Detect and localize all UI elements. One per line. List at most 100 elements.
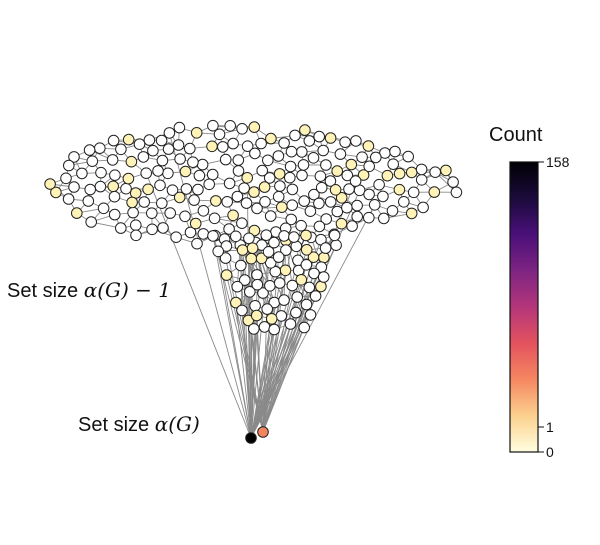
- graph-node: [280, 244, 292, 256]
- graph-node: [106, 154, 119, 166]
- graph-node: [120, 182, 132, 195]
- graph-node: [313, 220, 326, 233]
- graph-node: [107, 134, 120, 147]
- graph-node: [207, 119, 219, 132]
- edge: [145, 173, 252, 439]
- graph-node: [162, 143, 175, 155]
- graph-node: [286, 199, 299, 211]
- graph-node: [107, 180, 119, 193]
- graph-node: [236, 217, 248, 229]
- graph-node: [170, 231, 182, 243]
- graph-node: [295, 219, 307, 232]
- graph-nodes: [44, 119, 463, 444]
- graph-node: [179, 210, 191, 223]
- graph-node: [362, 140, 375, 152]
- graph-node: [174, 153, 186, 165]
- graph-node: [286, 279, 299, 292]
- edge: [217, 251, 252, 439]
- graph-node: [363, 188, 375, 201]
- graph-node: [173, 121, 186, 134]
- graph-node: [278, 294, 290, 306]
- graph-node: [269, 265, 282, 278]
- graph-node: [231, 190, 244, 203]
- edge: [262, 285, 293, 433]
- graph-node: [240, 197, 253, 209]
- graph-node: [84, 183, 96, 196]
- graph-node: [368, 199, 381, 211]
- graph-node: [278, 137, 290, 149]
- graph-node: [115, 143, 127, 156]
- graph-node: [393, 167, 406, 180]
- graph-node: [284, 171, 296, 184]
- graph-node: [140, 167, 152, 179]
- colorbar: [509, 161, 544, 453]
- graph-node: [248, 186, 260, 198]
- graph-node: [248, 224, 261, 237]
- edge: [262, 327, 305, 433]
- graph-node: [236, 123, 248, 135]
- graph-node: [285, 145, 298, 158]
- graph-node: [320, 159, 332, 171]
- graph-node: [179, 165, 192, 178]
- graph-node: [428, 186, 441, 198]
- graph-node: [278, 230, 290, 242]
- graph-node: [335, 217, 348, 230]
- graph-node: [320, 213, 333, 225]
- graph-node: [324, 175, 337, 187]
- graph-node: [94, 180, 107, 193]
- graph-node: [223, 223, 235, 235]
- graph-node: [62, 193, 75, 205]
- graph-node: [127, 206, 139, 219]
- colorbar-label-max: 158: [546, 154, 570, 170]
- graph-node: [60, 172, 72, 185]
- graph-node: [206, 168, 219, 181]
- graph-node: [172, 139, 185, 151]
- graph-node: [154, 179, 166, 192]
- graph-node: [230, 296, 242, 309]
- graph-node: [203, 178, 215, 191]
- graph-node: [184, 142, 196, 155]
- graph-node: [284, 160, 297, 173]
- graph-node: [450, 186, 463, 199]
- graph-node: [197, 228, 210, 240]
- graph-node: [76, 167, 88, 180]
- graph-node: [227, 209, 239, 222]
- edge: [235, 302, 252, 439]
- graph-node: [63, 159, 75, 172]
- graph-node: [146, 223, 158, 236]
- graph-node: [304, 309, 317, 321]
- graph-node: [157, 222, 169, 234]
- graph-node: [295, 274, 308, 286]
- graph-node: [147, 144, 159, 157]
- graph-node: [133, 138, 146, 150]
- graph-node: [335, 192, 348, 204]
- graph-node: [351, 199, 363, 212]
- graph-node: [255, 252, 268, 265]
- graph-node: [273, 168, 286, 180]
- graph-node: [257, 287, 269, 299]
- graph-node: [219, 153, 232, 166]
- graph-node: [387, 158, 400, 170]
- graph-node: [313, 130, 326, 143]
- graph-node: [349, 175, 362, 187]
- graph-node: [300, 229, 312, 242]
- graph-node: [308, 188, 320, 201]
- graph-node: [393, 183, 406, 196]
- label-set-size-alpha: Set size α(G): [78, 412, 200, 437]
- graph-node: [108, 190, 121, 203]
- graph-node: [317, 144, 330, 157]
- graph-node: [272, 190, 285, 203]
- graph-node: [276, 201, 288, 213]
- graph-node: [386, 205, 399, 217]
- graph-node: [286, 183, 299, 196]
- graph-node: [83, 144, 96, 156]
- graph-node: [300, 259, 313, 271]
- graph-node: [109, 169, 121, 181]
- colorbar-gradient: [509, 161, 539, 453]
- graph-node: [50, 186, 62, 199]
- graph-node: [249, 300, 261, 312]
- label-set-size-alpha-minus-one: Set size α(G) − 1: [7, 278, 171, 303]
- edge: [246, 177, 252, 439]
- graph-node: [249, 147, 261, 160]
